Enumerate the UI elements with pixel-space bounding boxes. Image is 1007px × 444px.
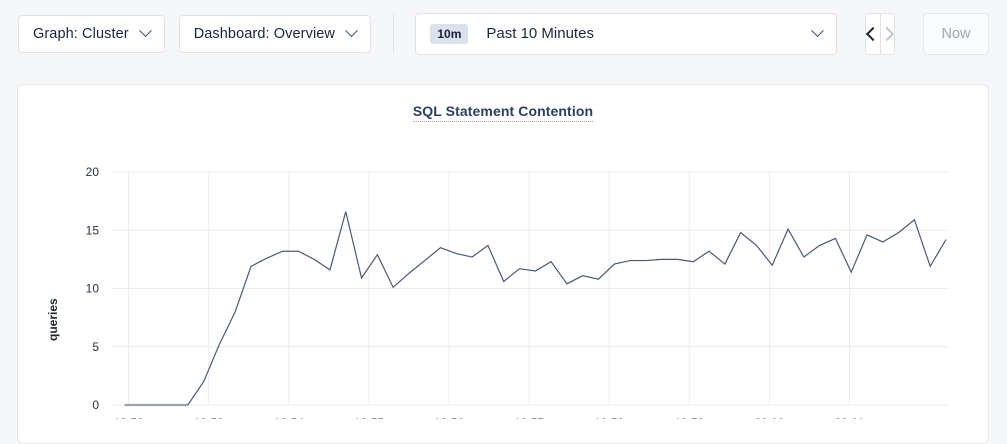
x-tick-label: 19:59 (674, 416, 704, 419)
chevron-down-icon (345, 24, 358, 37)
chevron-right-icon (880, 26, 894, 40)
x-tick-label: 19:54 (274, 416, 304, 419)
line-chart-svg[interactable]: 0 5 10 15 20 19:52 19:53 19:54 19:55 19:56 19:57 19… (18, 119, 990, 419)
dashboard-select-label: Dashboard: Overview (194, 26, 335, 42)
graph-select-label: Graph: Cluster (33, 26, 129, 42)
x-tick-label: 20:01 (834, 416, 864, 419)
chevron-left-icon (866, 26, 880, 40)
y-tick-label: 20 (86, 165, 100, 179)
y-tick-label: 0 (92, 398, 99, 412)
x-tick-label: 19:57 (514, 416, 544, 419)
now-button[interactable]: Now (923, 13, 989, 55)
chevron-down-icon (811, 24, 824, 37)
x-tick-label: 19:55 (354, 416, 384, 419)
series-line-queries (188, 212, 946, 405)
chevron-down-icon (139, 24, 152, 37)
chart-title: SQL Statement Contention (18, 103, 988, 119)
y-tick-label: 5 (92, 340, 99, 354)
toolbar: Graph: Cluster Dashboard: Overview 10m P… (0, 0, 1007, 67)
time-range-label: Past 10 Minutes (486, 25, 813, 42)
x-tick-label: 20:00 (754, 416, 784, 419)
y-tick-label: 15 (86, 223, 100, 237)
y-tick-label: 10 (86, 282, 100, 296)
graph-select-button[interactable]: Graph: Cluster (18, 15, 165, 53)
x-tick-label: 19:56 (434, 416, 464, 419)
time-range-select[interactable]: 10m Past 10 Minutes (415, 13, 837, 55)
x-tick-label: 19:53 (194, 416, 224, 419)
time-range-badge: 10m (430, 24, 468, 44)
next-range-button[interactable] (880, 14, 894, 54)
x-tick-label: 19:58 (594, 416, 624, 419)
previous-range-button[interactable] (866, 14, 879, 54)
dashboard-select-button[interactable]: Dashboard: Overview (179, 15, 371, 53)
plot-area: queries 0510152019:5219:5319:5419:5519:5… (18, 119, 990, 419)
x-tick-label: 19:52 (114, 416, 144, 419)
time-nav-group (865, 13, 895, 55)
